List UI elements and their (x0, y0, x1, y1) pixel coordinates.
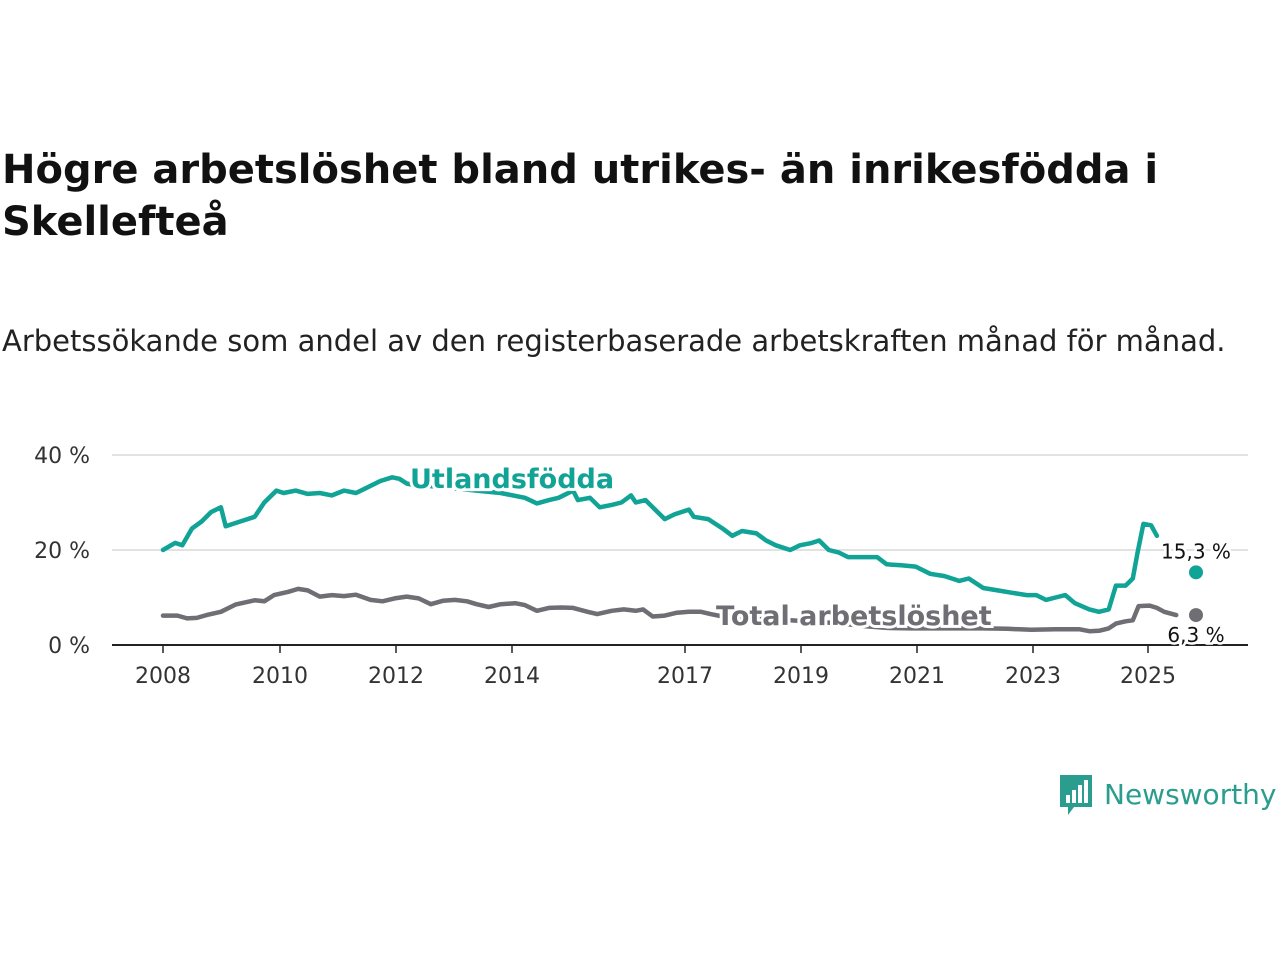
grid-lines: 0 % 20 % 40 % (34, 444, 1248, 659)
x-tick-label: 2012 (368, 664, 424, 689)
series-line-total (160, 586, 1179, 634)
y-tick-label: 20 % (34, 539, 90, 564)
series-name-label: Utlandsfödda (410, 464, 614, 495)
brand-name: Newsworthy (1104, 778, 1277, 811)
x-tick-label: 2017 (657, 664, 713, 689)
x-tick-label: 2008 (135, 664, 191, 689)
x-tick-label: 2010 (252, 664, 308, 689)
series-end-label: 15,3 % (1161, 539, 1231, 563)
x-tick-label: 2019 (773, 664, 829, 689)
y-tick-label: 0 % (48, 634, 90, 659)
newsworthy-logo-icon (1060, 775, 1092, 815)
x-tick-label: 2025 (1120, 664, 1176, 689)
newsworthy-logo: Newsworthy (1058, 773, 1277, 817)
x-tick-label: 2021 (889, 664, 945, 689)
series-name-label: Total arbetslöshet (716, 601, 992, 632)
chart-title: Högre arbetslöshet bland utrikes- än inr… (2, 147, 1159, 245)
x-tick-label: 2014 (484, 664, 540, 689)
series-labels: Utlandsfödda 15,3 % Total arbetslöshet 6,3 … (407, 461, 1233, 650)
series-line-utlandsfodda (160, 475, 1160, 615)
series-end-point (1189, 608, 1203, 623)
line-chart: 0 % 20 % 40 % 2008 2010 2012 2014 2017 2019 2021… (34, 444, 1248, 689)
series-end-point (1189, 565, 1203, 580)
x-tick-label: 2023 (1005, 664, 1061, 689)
chart-subtitle: Arbetssökande som andel av den registerb… (2, 324, 1226, 358)
series-end-label: 6,3 % (1167, 623, 1224, 647)
series-lines (160, 475, 1203, 634)
x-axis: 2008 2010 2012 2014 2017 2019 2021 2023 2025 (112, 644, 1248, 689)
y-tick-label: 40 % (34, 444, 90, 469)
